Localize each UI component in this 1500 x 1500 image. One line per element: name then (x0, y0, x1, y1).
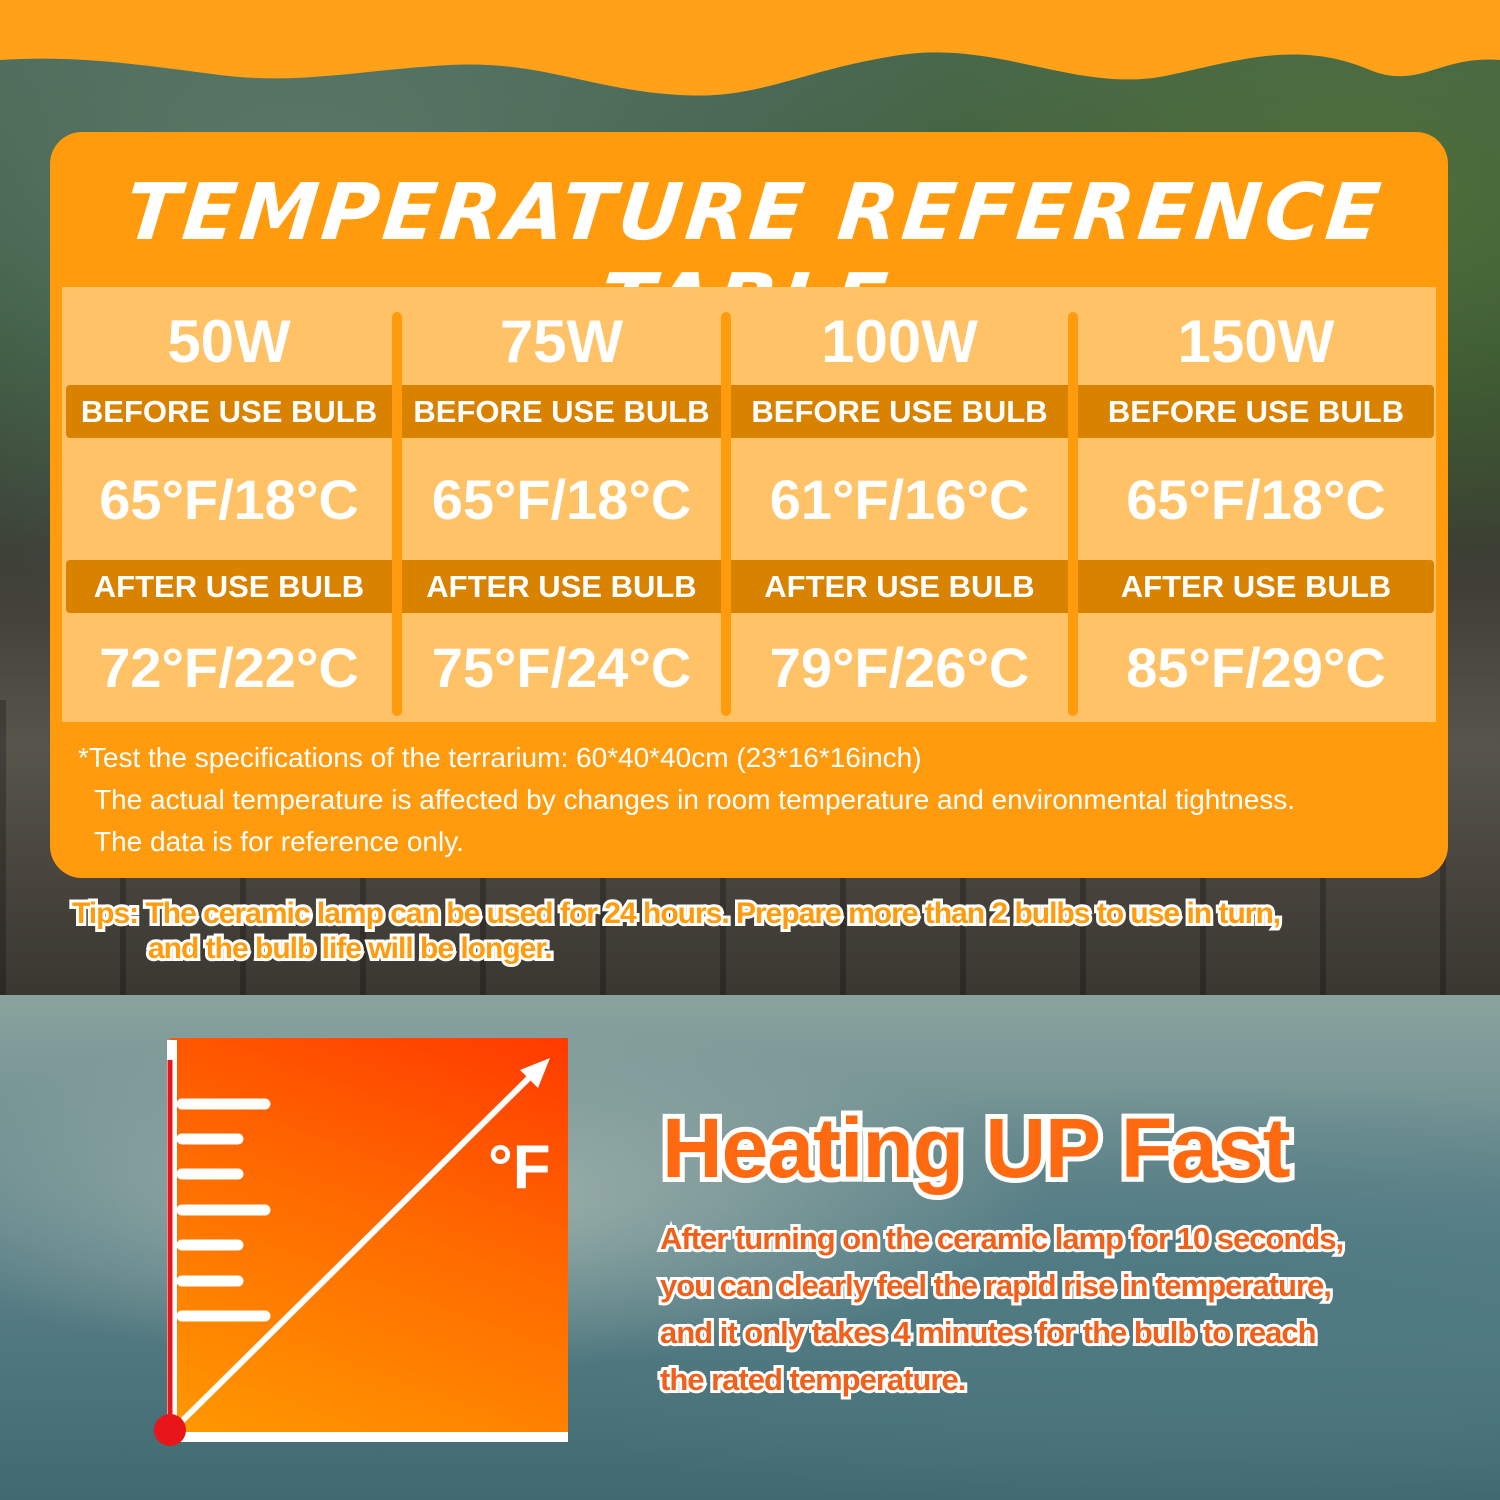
column-100w: 100W BEFORE USE BULB 61°F/16°C AFTER USE… (731, 287, 1068, 722)
fahrenheit-label: °F (488, 1133, 551, 1202)
after-band (66, 560, 1434, 613)
before-value: 65°F/18°C (1126, 468, 1386, 531)
note-line: *Test the specifications of the terrariu… (78, 742, 922, 773)
wattage: 75W (499, 308, 624, 375)
before-value: 65°F/18°C (99, 468, 359, 531)
after-value: 75°F/24°C (431, 636, 692, 699)
heating-heading: Heating UP Fast (657, 1096, 1296, 1200)
after-label: AFTER USE BULB (93, 569, 365, 604)
after-label: AFTER USE BULB (1120, 569, 1392, 604)
before-label: BEFORE USE BULB (80, 394, 378, 429)
column-divider (392, 312, 402, 716)
column-50w: 50W BEFORE USE BULB 65°F/18°C AFTER USE … (66, 287, 392, 722)
description-line: and it only takes 4 minutes for the bulb… (657, 1312, 1320, 1353)
heating-description: After turning on the ceramic lamp for 10… (657, 1215, 1347, 1403)
after-label: AFTER USE BULB (764, 569, 1035, 604)
after-value: 85°F/29°C (1126, 636, 1386, 699)
after-value: 72°F/22°C (99, 636, 359, 699)
before-label: BEFORE USE BULB (1107, 394, 1405, 429)
tips-line: and the bulb life will be longer. (145, 929, 556, 968)
description-line: the rated temperature. (657, 1359, 969, 1400)
column-divider (1068, 312, 1078, 716)
description-line: you can clearly feel the rapid rise in t… (657, 1265, 1335, 1306)
before-label: BEFORE USE BULB (751, 394, 1048, 429)
before-value: 61°F/16°C (769, 468, 1030, 531)
after-value: 79°F/26°C (769, 636, 1030, 699)
description-line: After turning on the ceramic lamp for 10… (657, 1218, 1347, 1259)
before-label: BEFORE USE BULB (413, 394, 710, 429)
note-line: The actual temperature is affected by ch… (94, 784, 1296, 815)
note-line: The data is for reference only. (94, 826, 464, 857)
column-150w: 150W BEFORE USE BULB 65°F/18°C AFTER USE… (1078, 287, 1434, 722)
temperature-table (62, 287, 1436, 722)
tips-line: Tips: The ceramic lamp can be used for 2… (69, 894, 1284, 933)
wattage: 50W (167, 308, 291, 375)
after-label: AFTER USE BULB (426, 569, 697, 604)
wattage: 100W (821, 308, 978, 375)
column-divider (721, 312, 731, 716)
column-75w: 75W BEFORE USE BULB 65°F/18°C AFTER USE … (402, 287, 721, 722)
before-value: 65°F/18°C (431, 468, 692, 531)
orange-wave (0, 0, 1500, 96)
wattage: 150W (1177, 308, 1335, 375)
before-band (66, 385, 1434, 438)
